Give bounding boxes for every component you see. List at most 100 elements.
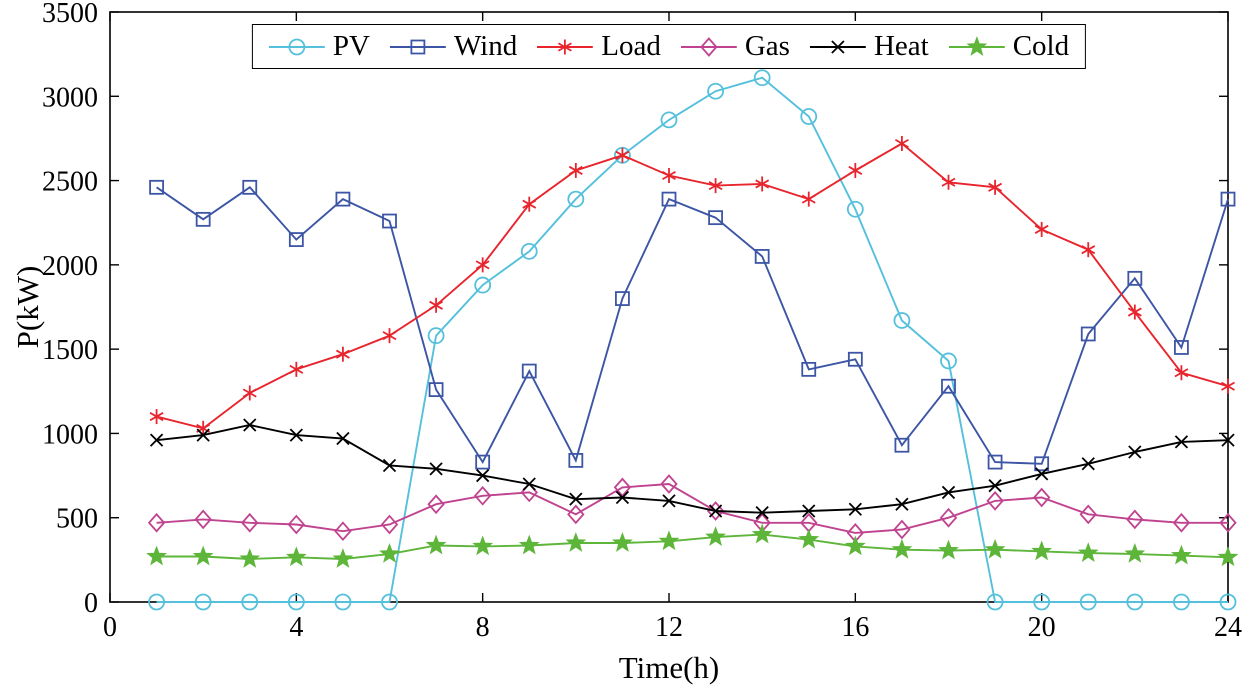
legend: PV Wind Load Gas Heat Cold bbox=[251, 24, 1087, 69]
legend-label-wind: Wind bbox=[453, 30, 518, 62]
legend-item-load: Load bbox=[537, 30, 661, 63]
square-marker bbox=[708, 210, 723, 226]
circle-marker bbox=[1126, 593, 1144, 611]
x-marker bbox=[1174, 435, 1189, 449]
star-marker bbox=[1171, 544, 1192, 565]
x-tick-label: 12 bbox=[655, 612, 683, 643]
square-marker bbox=[475, 454, 491, 470]
square-marker bbox=[335, 191, 351, 207]
asterisk-marker bbox=[1081, 242, 1096, 258]
x-marker bbox=[941, 485, 956, 500]
asterisk-marker bbox=[1174, 365, 1189, 381]
x-marker bbox=[755, 506, 769, 520]
star-marker bbox=[1217, 546, 1239, 567]
square-marker bbox=[568, 452, 584, 468]
square-marker bbox=[754, 249, 770, 264]
star-marker bbox=[1124, 543, 1146, 563]
x-marker bbox=[476, 468, 490, 483]
diamond-marker bbox=[1032, 487, 1051, 508]
asterisk-marker bbox=[382, 328, 397, 344]
asterisk-marker bbox=[522, 196, 537, 212]
legend-label-pv: PV bbox=[332, 30, 370, 62]
x-marker bbox=[569, 492, 583, 506]
x-marker bbox=[336, 431, 350, 446]
diamond-marker bbox=[241, 512, 259, 533]
square-marker bbox=[847, 351, 863, 367]
square-marker bbox=[1220, 191, 1236, 207]
star-marker bbox=[239, 548, 261, 568]
legend-sample-pv bbox=[268, 38, 325, 55]
legend-item-cold: Cold bbox=[948, 30, 1070, 63]
circle-marker bbox=[1033, 593, 1051, 611]
star-marker bbox=[658, 530, 680, 551]
circle-marker bbox=[194, 593, 212, 611]
x-marker bbox=[615, 490, 630, 505]
asterisk-marker bbox=[1127, 304, 1142, 320]
star-marker bbox=[705, 526, 726, 546]
diamond-marker bbox=[334, 521, 352, 542]
square-marker bbox=[242, 179, 258, 195]
x-marker bbox=[1035, 467, 1049, 481]
diamond-marker bbox=[1079, 504, 1097, 525]
square-marker bbox=[1080, 326, 1096, 342]
diamond-marker bbox=[1219, 512, 1237, 533]
asterisk-marker bbox=[335, 346, 350, 362]
asterisk-marker bbox=[755, 176, 770, 192]
circle-marker bbox=[520, 242, 538, 260]
legend-item-pv: PV bbox=[268, 30, 370, 63]
legend-sample-gas bbox=[680, 36, 737, 57]
circle-marker bbox=[1219, 593, 1237, 611]
x-marker bbox=[1081, 457, 1095, 471]
asterisk-marker bbox=[801, 191, 816, 207]
asterisk-marker bbox=[149, 409, 164, 425]
y-tick-label: 2500 bbox=[42, 167, 98, 198]
asterisk-marker bbox=[242, 385, 257, 401]
circle-marker bbox=[1079, 593, 1097, 611]
x-marker bbox=[831, 39, 845, 54]
x-tick-label: 24 bbox=[1214, 612, 1242, 643]
x-marker bbox=[848, 502, 862, 516]
legend-sample-cold bbox=[948, 35, 1005, 56]
asterisk-marker bbox=[568, 162, 583, 178]
square-marker bbox=[941, 378, 956, 394]
circle-marker bbox=[474, 276, 492, 294]
star-marker bbox=[751, 523, 773, 544]
x-marker bbox=[149, 433, 164, 447]
diamond-marker bbox=[613, 477, 632, 498]
x-marker bbox=[1128, 445, 1142, 459]
star-marker bbox=[844, 535, 866, 556]
square-marker bbox=[521, 363, 537, 379]
square-marker bbox=[149, 179, 164, 195]
circle-marker bbox=[660, 111, 678, 129]
star-marker bbox=[1031, 540, 1053, 561]
x-marker bbox=[708, 504, 723, 518]
star-marker bbox=[518, 534, 540, 555]
x-marker bbox=[382, 458, 397, 473]
diamond-marker bbox=[660, 474, 678, 494]
diamond-marker bbox=[1172, 512, 1191, 533]
x-marker bbox=[243, 418, 257, 432]
star-marker bbox=[285, 546, 307, 567]
y-tick-label: 1500 bbox=[42, 335, 98, 366]
circle-marker bbox=[846, 200, 864, 218]
star-marker bbox=[425, 534, 447, 555]
x-axis-label: Time(h) bbox=[618, 650, 720, 685]
asterisk-marker bbox=[429, 297, 444, 313]
legend-label-cold: Cold bbox=[1012, 30, 1070, 62]
series-line-gas bbox=[156, 483, 1228, 534]
asterisk-marker bbox=[1034, 221, 1049, 237]
series-line-load bbox=[156, 142, 1229, 430]
x-tick-label: 16 bbox=[841, 612, 869, 643]
circle-marker bbox=[427, 327, 445, 345]
diamond-marker bbox=[567, 504, 585, 525]
square-marker bbox=[428, 382, 444, 398]
x-marker bbox=[895, 497, 909, 511]
square-marker bbox=[1034, 456, 1050, 472]
diamond-marker bbox=[194, 509, 212, 530]
star-marker bbox=[984, 538, 1006, 559]
star-marker bbox=[891, 538, 913, 559]
square-marker bbox=[801, 361, 817, 377]
square-marker bbox=[382, 213, 397, 229]
